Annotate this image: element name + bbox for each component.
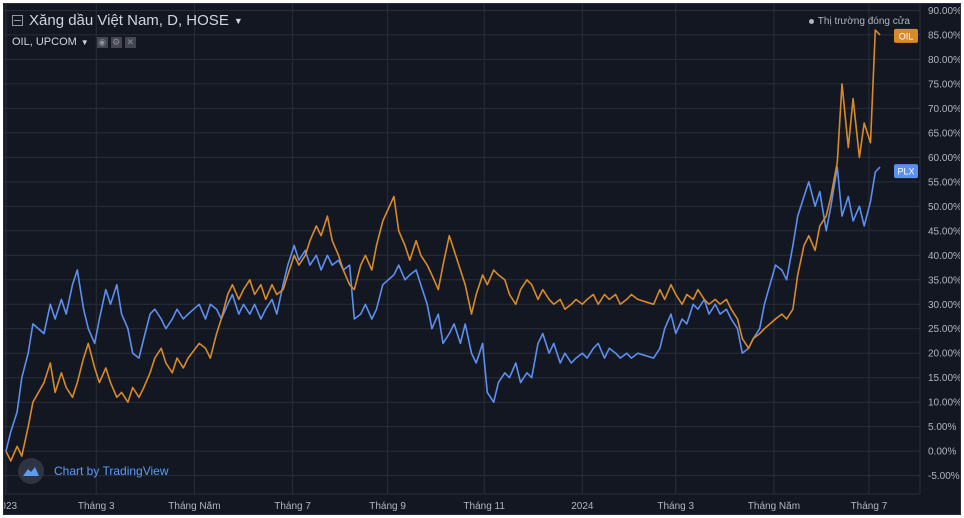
- series-tag-oil: [894, 28, 918, 43]
- x-tick-label: Tháng 9: [369, 501, 406, 512]
- y-tick-label: 15.00%: [928, 373, 960, 384]
- compare-symbol-row[interactable]: OIL, UPCOM ▼ ◉ ⚙ ✕: [12, 36, 139, 48]
- price-chart[interactable]: 90.00% 85.00% 80.00% 75.00% 70.00% 65.00% 60.0…: [4, 4, 960, 514]
- y-tick-label: 60.00%: [928, 153, 960, 164]
- y-tick-label: 25.00%: [928, 324, 960, 335]
- chevron-down-icon[interactable]: ▼: [233, 15, 243, 26]
- x-tick-label: Tháng 3: [78, 501, 115, 512]
- series-tags: PLX OIL: [894, 28, 918, 179]
- gear-icon[interactable]: ⚙: [110, 36, 122, 48]
- x-tick-label: Tháng 7: [274, 501, 311, 512]
- y-tick-label: 10.00%: [928, 398, 960, 409]
- y-tick-label: 50.00%: [928, 202, 960, 213]
- series-line-oil[interactable]: [5, 29, 881, 462]
- series-tag-label: OIL: [899, 31, 914, 41]
- series-line-plx[interactable]: [5, 166, 881, 452]
- x-axis[interactable]: 2023 Tháng 3 Tháng Năm Tháng 7 Tháng 9 Tháng …: [4, 493, 920, 512]
- y-tick-label: 45.00%: [928, 226, 960, 237]
- y-tick-label: 80.00%: [928, 55, 960, 66]
- series-tag-label: PLX: [897, 167, 914, 177]
- y-tick-label: 40.00%: [928, 251, 960, 262]
- x-tick-label: 2023: [4, 501, 18, 512]
- y-tick-label: 0.00%: [928, 447, 956, 458]
- y-tick-label: 65.00%: [928, 128, 960, 139]
- x-tick-label: Tháng Năm: [168, 501, 220, 512]
- x-tick-label: Tháng Năm: [748, 501, 800, 512]
- eye-icon[interactable]: ◉: [96, 36, 108, 48]
- y-tick-label: 70.00%: [928, 104, 960, 115]
- y-tick-label: 5.00%: [928, 422, 956, 433]
- market-status: Thị trường đóng cửa: [808, 16, 910, 27]
- grid-lines: [4, 4, 920, 494]
- y-tick-label: 35.00%: [928, 275, 960, 286]
- symbol-title[interactable]: Xăng dầu Việt Nam, D, HOSE ▼: [12, 12, 243, 29]
- y-tick-label: -5.00%: [928, 471, 960, 482]
- watermark-text[interactable]: Chart by TradingView: [54, 464, 169, 478]
- y-axis[interactable]: 90.00% 85.00% 80.00% 75.00% 70.00% 65.00% 60.0…: [919, 4, 960, 494]
- main-symbol-label[interactable]: Xăng dầu Việt Nam, D, HOSE: [29, 12, 229, 29]
- x-tick-label: Tháng 7: [851, 501, 888, 512]
- compare-symbol-label[interactable]: OIL, UPCOM: [12, 36, 77, 48]
- tradingview-watermark[interactable]: Chart by TradingView: [18, 458, 169, 484]
- series-layer: [5, 29, 881, 462]
- y-tick-label: 55.00%: [928, 177, 960, 188]
- y-tick-label: 90.00%: [928, 6, 960, 17]
- series-tag-plx: [894, 164, 918, 179]
- y-tick-label: 75.00%: [928, 79, 960, 90]
- close-icon[interactable]: ✕: [124, 36, 136, 48]
- y-tick-label: 30.00%: [928, 300, 960, 311]
- x-tick-label: 2024: [571, 501, 594, 512]
- status-dot-icon: [808, 18, 814, 24]
- x-tick-label: Tháng 11: [463, 501, 505, 512]
- y-tick-label: 85.00%: [928, 30, 960, 41]
- collapse-icon[interactable]: [12, 15, 23, 26]
- tradingview-logo-icon: [18, 458, 44, 484]
- x-tick-label: Tháng 3: [657, 501, 694, 512]
- market-status-text: Thị trường đóng cửa: [817, 16, 910, 27]
- y-tick-label: 20.00%: [928, 349, 960, 360]
- chart-frame: 90.00% 85.00% 80.00% 75.00% 70.00% 65.00% 60.0…: [3, 3, 961, 515]
- chevron-down-icon[interactable]: ▼: [80, 37, 89, 47]
